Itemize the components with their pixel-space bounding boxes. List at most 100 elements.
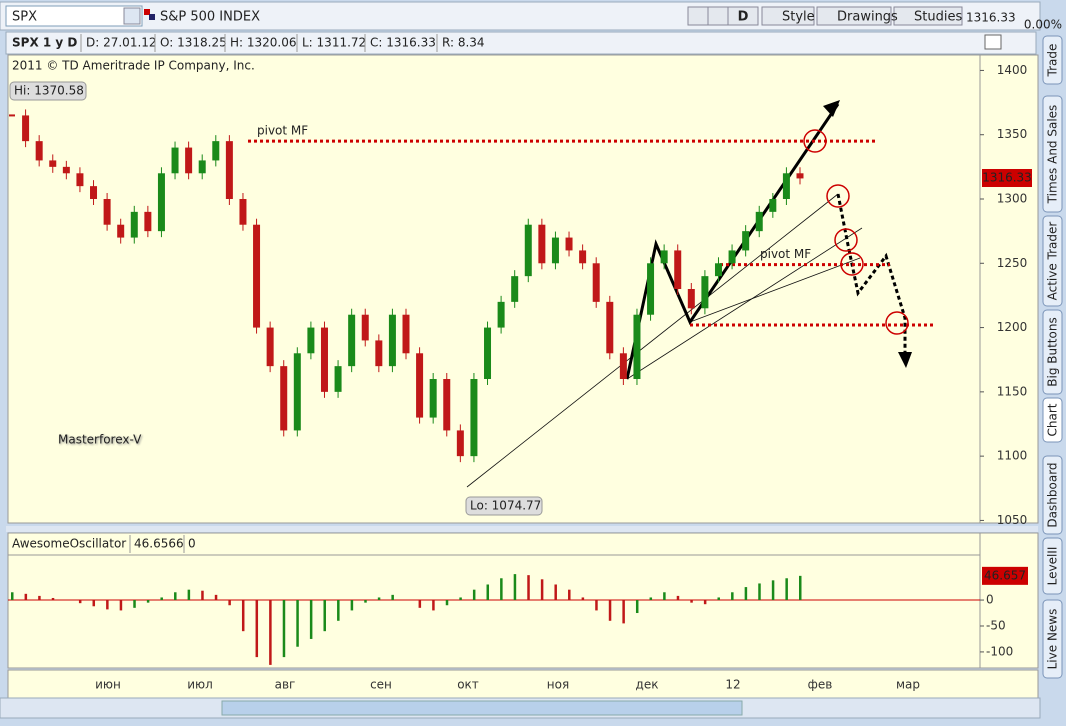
candle-body <box>484 327 492 379</box>
side-tab-label[interactable]: Trade <box>1046 44 1060 78</box>
side-tab[interactable] <box>1042 599 1063 679</box>
y-tick-label: 1350 <box>997 127 1028 141</box>
y-tick-label: 1250 <box>997 256 1028 270</box>
candle-body <box>49 160 57 167</box>
candle-body <box>742 231 750 251</box>
circle <box>834 228 858 252</box>
side-tab[interactable] <box>1042 537 1063 595</box>
candle-body <box>307 327 315 354</box>
candle-body <box>714 263 722 277</box>
candle-body <box>198 160 206 174</box>
osc-axis <box>979 532 1039 669</box>
side-tab-label[interactable]: Times And Sales <box>1046 105 1060 205</box>
splitter <box>6 526 1038 532</box>
osc-bar <box>622 600 625 624</box>
osc-bar <box>309 600 313 639</box>
lo-label: Lo: 1074.77 <box>470 499 541 513</box>
info-field: SPX 1 y D <box>12 36 77 50</box>
side-tab[interactable] <box>1042 455 1063 535</box>
side-tab-label[interactable]: LevelII <box>1046 547 1060 586</box>
side-tab[interactable] <box>1042 35 1063 85</box>
candle-body <box>348 314 356 367</box>
tool-button[interactable] <box>707 6 729 26</box>
side-tab[interactable] <box>1042 397 1063 443</box>
osc-bar <box>214 594 218 601</box>
arrowhead <box>898 352 912 368</box>
candle-body <box>157 173 165 232</box>
candle-body <box>130 211 138 238</box>
side-tab-label[interactable]: Dashboard <box>1046 462 1060 527</box>
period-button[interactable] <box>727 6 759 26</box>
candle-body <box>171 147 179 174</box>
candle-body <box>660 250 668 264</box>
candle-body <box>266 327 274 367</box>
copyright: 2011 © TD Ameritrade IP Company, Inc. <box>12 59 255 73</box>
symbol-input[interactable] <box>5 5 143 27</box>
last-box <box>982 169 1032 188</box>
price-panel <box>7 54 981 524</box>
side-tab[interactable] <box>1042 215 1063 307</box>
osc-bar <box>38 595 41 601</box>
trendline <box>689 257 861 323</box>
candle-body <box>456 430 464 457</box>
osc-bar <box>649 597 653 601</box>
chart-icon[interactable] <box>984 34 1002 50</box>
info-bar <box>5 31 1037 55</box>
candle-body <box>511 276 519 302</box>
osc-bar <box>703 600 707 605</box>
osc-bar <box>92 600 96 607</box>
candle-body <box>320 327 328 392</box>
candle-body <box>701 276 709 309</box>
drawings-button[interactable] <box>816 6 892 26</box>
tool-button[interactable] <box>687 6 709 26</box>
osc-bar <box>11 592 14 601</box>
osc-bar <box>24 593 28 601</box>
candle-body <box>90 186 98 199</box>
x-tick-label: сен <box>370 678 392 692</box>
candle-body <box>22 115 30 142</box>
dropdown[interactable] <box>123 7 141 25</box>
osc-bar <box>676 595 680 601</box>
side-tab-label[interactable]: Chart <box>1046 403 1060 436</box>
candle-body <box>565 237 573 251</box>
y-tick-label: 1150 <box>997 384 1028 398</box>
osc-bar <box>554 584 557 601</box>
side-tab-label[interactable]: Big Buttons <box>1046 317 1060 386</box>
y-tick-label: -100 <box>986 644 1013 658</box>
studies-button[interactable] <box>893 6 963 26</box>
osc-value: 46.6566 <box>134 537 184 551</box>
scroll-thumb[interactable] <box>221 700 743 716</box>
info-field: O: 1318.25 <box>160 36 227 50</box>
style-button[interactable] <box>761 6 815 26</box>
candle-body <box>361 314 369 341</box>
side-tab-label[interactable]: Live News <box>1046 609 1060 670</box>
osc-bar <box>418 600 422 608</box>
osc-bar <box>731 592 734 601</box>
osc-bar <box>269 600 272 665</box>
osc-bar <box>146 600 150 603</box>
side-tab[interactable] <box>1042 309 1063 395</box>
osc-value: 0 <box>188 537 196 551</box>
candle-body <box>728 250 736 264</box>
candle-body <box>35 141 43 161</box>
candle-body <box>470 379 478 457</box>
side-tab[interactable] <box>1042 95 1063 213</box>
candle-body <box>606 301 614 354</box>
side-tab-label[interactable]: Active Trader <box>1046 222 1060 301</box>
change: 0.00% <box>1024 18 1062 32</box>
candle-body <box>416 353 424 418</box>
candle-body <box>62 166 70 174</box>
osc-bar <box>717 597 720 601</box>
osc-bar <box>595 600 598 611</box>
period: D <box>738 10 749 25</box>
trendline <box>626 227 863 380</box>
candle-body <box>212 141 220 161</box>
osc-bar <box>201 590 204 601</box>
candle-body <box>402 314 410 354</box>
osc-bar <box>432 600 435 611</box>
candle-body <box>579 250 587 264</box>
description: S&P 500 INDEX <box>160 10 260 25</box>
candle-body <box>144 211 152 232</box>
